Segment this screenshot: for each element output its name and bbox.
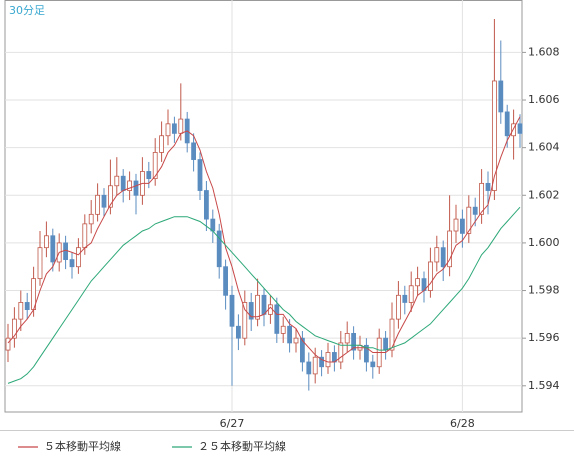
y-tick-label: 1.604 xyxy=(528,141,560,154)
candle-body xyxy=(293,337,299,344)
candle-body xyxy=(44,235,49,249)
candle-body xyxy=(504,111,510,137)
candle-body xyxy=(242,302,248,339)
candle-body xyxy=(37,247,43,280)
candle-body xyxy=(197,159,203,191)
y-tick-label: 1.600 xyxy=(528,236,560,249)
candle-body xyxy=(248,302,254,320)
candle-body xyxy=(82,223,88,249)
candle-body xyxy=(88,213,94,225)
candle-body xyxy=(216,230,222,268)
candle-body xyxy=(11,318,17,339)
candle-body xyxy=(152,152,158,180)
candle-body xyxy=(498,80,504,113)
candle-body xyxy=(63,242,68,260)
candle-body xyxy=(383,337,389,351)
candle-body xyxy=(267,304,273,315)
y-tick-label: 1.606 xyxy=(528,93,560,106)
candle-body xyxy=(472,206,478,215)
legend-label: ５本移動平均線 xyxy=(44,439,121,453)
candle-body xyxy=(517,123,523,134)
candle-body xyxy=(312,356,318,375)
candle-body xyxy=(108,185,113,208)
candle-body xyxy=(261,294,267,315)
candle-body xyxy=(24,302,30,310)
candle-body xyxy=(287,325,293,344)
candle-body xyxy=(370,361,376,368)
candle-body xyxy=(511,123,517,137)
candle-body xyxy=(479,182,485,215)
candle-body xyxy=(76,247,81,268)
candle-body xyxy=(95,194,100,215)
candle-body xyxy=(319,356,325,368)
y-tick-label: 1.598 xyxy=(528,284,560,297)
candle-body xyxy=(427,261,433,291)
candle-body xyxy=(146,171,152,180)
candle-body xyxy=(5,337,11,351)
x-tick-label: 6/28 xyxy=(450,417,475,430)
candle-body xyxy=(203,190,209,220)
candle-body xyxy=(159,135,165,153)
y-tick-label: 1.602 xyxy=(528,188,560,201)
moving-average-line xyxy=(7,116,521,363)
candle-body xyxy=(299,337,305,363)
candle-body xyxy=(395,294,401,320)
candle-body xyxy=(280,325,286,334)
candle-body xyxy=(415,278,421,287)
plot-frame xyxy=(4,0,523,413)
candle-body xyxy=(178,118,184,134)
candle-body xyxy=(69,259,75,268)
candle-body xyxy=(440,247,446,268)
legend-label: ２５本移動平均線 xyxy=(198,439,286,453)
candle-body xyxy=(191,142,197,160)
candle-body xyxy=(389,318,395,351)
y-tick-label: 1.596 xyxy=(528,331,560,344)
candle-body xyxy=(255,294,261,320)
candle-body xyxy=(18,302,24,320)
candle-body xyxy=(274,304,280,334)
candle-body xyxy=(101,194,107,208)
candle-body xyxy=(171,123,177,134)
chart-title: 30分足 xyxy=(9,4,45,17)
candle-body xyxy=(344,333,350,344)
candle-body xyxy=(466,206,472,234)
candle-body xyxy=(223,266,229,296)
x-tick-label: 6/27 xyxy=(220,417,245,430)
candle-body xyxy=(363,344,369,363)
candle-body xyxy=(133,180,139,196)
y-tick-label: 1.594 xyxy=(528,379,560,392)
candle-body xyxy=(447,230,453,268)
candle-body xyxy=(351,333,357,351)
candle-body xyxy=(491,80,497,191)
candle-body xyxy=(453,218,459,232)
moving-average-line xyxy=(7,206,521,384)
candle-body xyxy=(402,294,408,303)
y-tick-label: 1.608 xyxy=(528,45,560,58)
candle-body xyxy=(325,352,331,368)
candle-body xyxy=(165,123,171,137)
candle-body xyxy=(120,175,126,191)
candle-body xyxy=(434,247,440,263)
candle-body xyxy=(408,285,414,303)
candle-body xyxy=(229,294,235,327)
candle-body xyxy=(459,218,465,234)
candle-body xyxy=(50,235,56,263)
candle-body xyxy=(306,361,312,375)
candle-body xyxy=(210,218,216,232)
candle-body xyxy=(127,180,132,191)
candle-body xyxy=(114,175,120,187)
candle-body xyxy=(235,325,241,339)
candle-body xyxy=(485,182,491,191)
candle-body xyxy=(338,342,344,363)
